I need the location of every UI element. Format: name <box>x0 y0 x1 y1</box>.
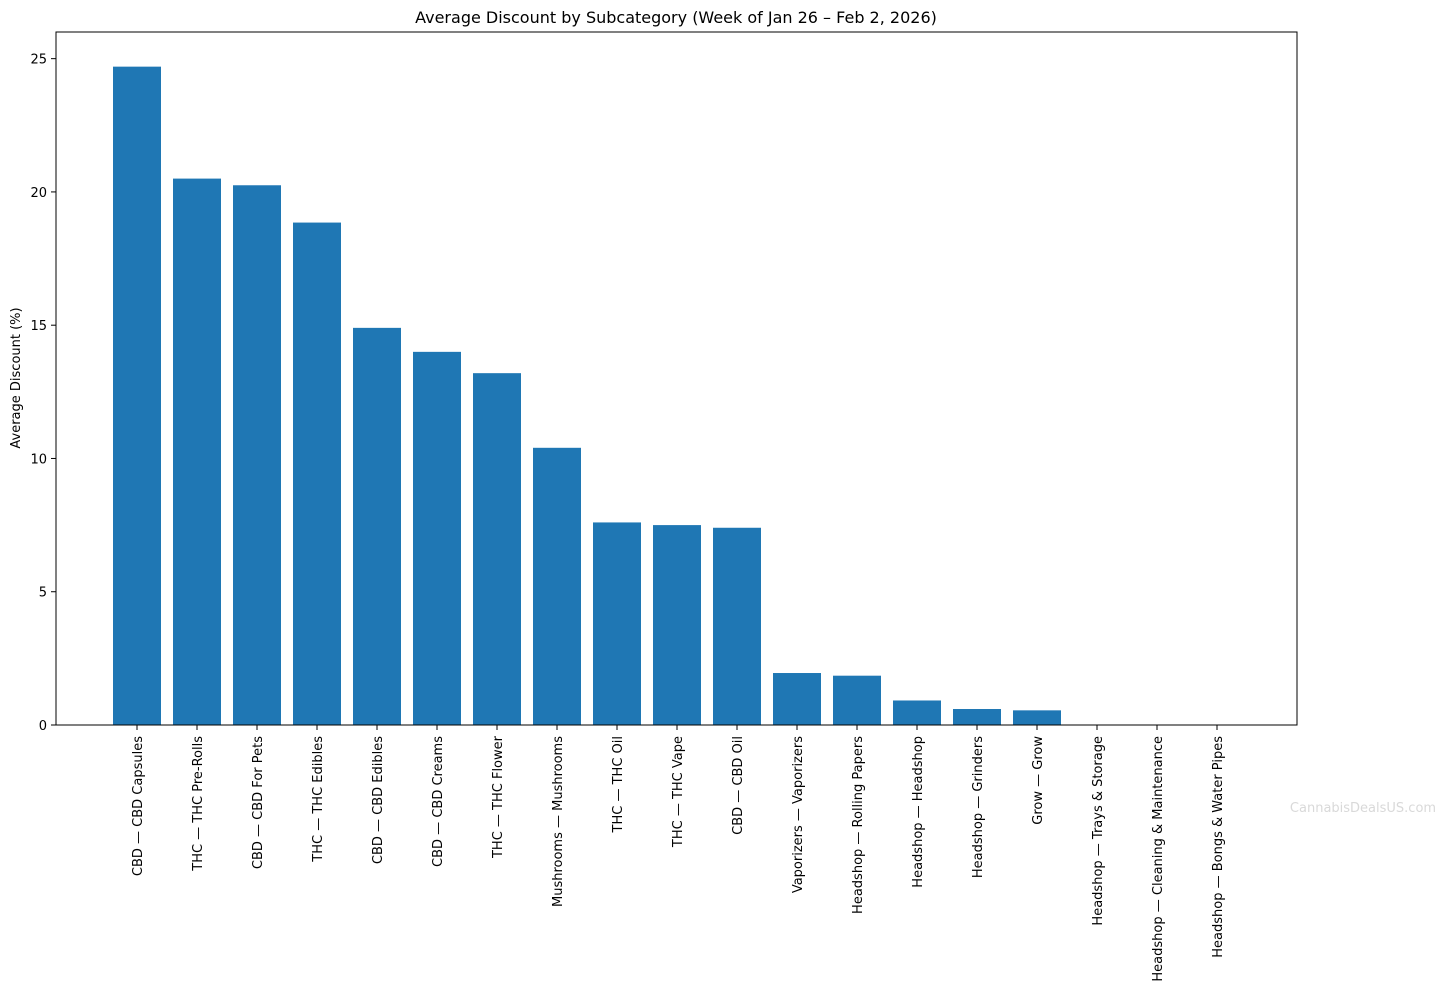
bar <box>893 700 941 725</box>
x-tick-label: THC — THC Edibles <box>311 736 326 863</box>
bar <box>113 66 161 725</box>
bar <box>353 327 401 725</box>
x-tick-label: Vaporizers — Vaporizers <box>791 736 806 893</box>
x-tick-label: Headshop — Headshop <box>911 736 926 888</box>
x-tick-label: THC — THC Oil <box>611 736 626 833</box>
x-tick-label: CBD — CBD Edibles <box>371 736 386 864</box>
bar <box>473 373 521 725</box>
y-axis-ticks: 0 5 10 15 20 25 <box>30 53 56 734</box>
bar <box>593 522 641 725</box>
x-tick-label: Headshop — Trays & Storage <box>1091 736 1106 926</box>
y-axis-label: Average Discount (%) <box>9 307 24 448</box>
bar <box>533 447 581 725</box>
chart-title: Average Discount by Subcategory (Week of… <box>415 8 937 27</box>
y-tick-label: 15 <box>30 319 47 334</box>
bar <box>173 178 221 726</box>
watermark-text: CannabisDealsUS.com <box>1290 801 1436 816</box>
x-tick-label: THC — THC Vape <box>671 736 686 848</box>
x-tick-label: CBD — CBD Creams <box>431 736 446 867</box>
bar <box>233 185 281 725</box>
bar <box>1013 710 1061 725</box>
bar <box>713 527 761 725</box>
bar <box>773 673 821 725</box>
x-tick-label: Headshop — Bongs & Water Pipes <box>1211 736 1226 958</box>
x-tick-label: Headshop — Cleaning & Maintenance <box>1151 736 1166 982</box>
bar <box>833 675 881 725</box>
x-tick-label: THC — THC Flower <box>491 735 506 859</box>
y-tick-label: 25 <box>30 53 47 68</box>
plot-frame <box>55 31 1298 726</box>
y-tick-label: 20 <box>30 186 47 201</box>
y-tick-label: 0 <box>39 719 47 734</box>
x-tick-label: CBD — CBD Capsules <box>131 736 146 876</box>
x-tick-label: Mushrooms — Mushrooms <box>551 736 566 907</box>
x-tick-label: Headshop — Rolling Papers <box>851 736 866 914</box>
y-tick-label: 10 <box>30 452 47 467</box>
x-tick-label: Grow — Grow <box>1031 736 1046 825</box>
x-axis-ticks: CBD — CBD Capsules THC — THC Pre-Rolls CBD… <box>131 725 1226 982</box>
bar <box>653 525 701 725</box>
bar <box>953 709 1001 725</box>
x-tick-label: CBD — CBD Oil <box>731 736 746 835</box>
bar <box>413 351 461 725</box>
bar <box>293 222 341 725</box>
x-tick-label: Headshop — Grinders <box>971 736 986 878</box>
bars-group <box>113 66 1061 726</box>
x-tick-label: THC — THC Pre-Rolls <box>191 736 206 872</box>
x-tick-label: CBD — CBD For Pets <box>251 736 266 869</box>
y-tick-label: 5 <box>39 586 47 601</box>
